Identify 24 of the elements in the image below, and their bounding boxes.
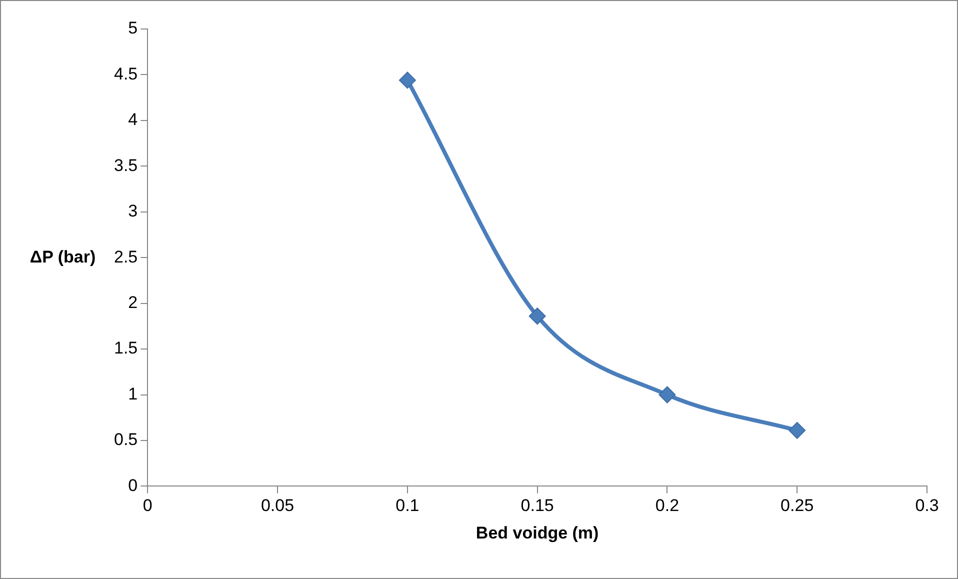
point [398, 72, 416, 89]
x-tick-label: 0.15 [520, 496, 554, 516]
x-tick-label: 0.3 [915, 496, 939, 516]
y-tick-label: 5 [128, 18, 138, 38]
y-tick-label: 4.5 [114, 64, 138, 84]
point [528, 308, 546, 325]
y-tick-label: 3 [128, 202, 138, 221]
y-tick-label: 1.5 [114, 338, 138, 358]
x-tick-label: 0.1 [396, 496, 420, 516]
point [658, 386, 676, 404]
x-axis-title: Bed voidge (m) [476, 523, 599, 542]
y-axis-title: ΔP (bar) [30, 247, 96, 266]
x-tick-label: 0.25 [780, 496, 814, 516]
y-tick-label: 3.5 [114, 156, 138, 175]
x-tick-label: 0 [142, 496, 152, 516]
point [788, 422, 806, 439]
y-tick-label: 0 [128, 476, 138, 495]
y-tick-label: 2 [128, 293, 138, 312]
x-tick-label: 0.2 [655, 496, 680, 516]
y-tick-label: 4 [128, 110, 138, 130]
y-tick-label: 1 [128, 384, 138, 404]
y-tick-label: 2.5 [114, 247, 138, 266]
y-tick-label: 0.5 [114, 430, 138, 450]
x-tick-label: 0.05 [260, 496, 294, 516]
